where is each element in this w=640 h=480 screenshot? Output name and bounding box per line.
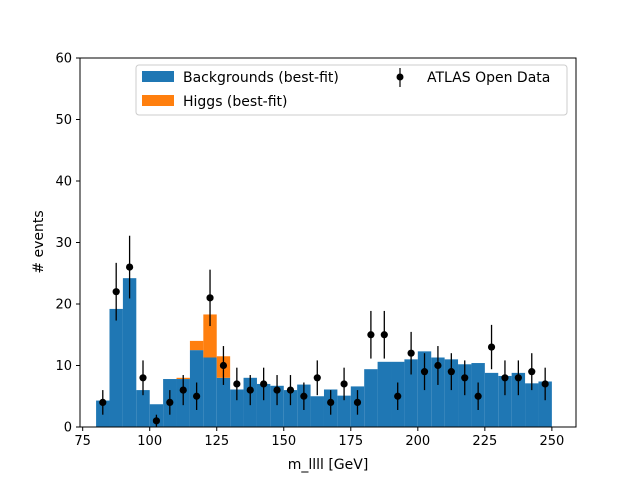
legend-marker-data xyxy=(396,68,404,87)
legend-label-data: ATLAS Open Data xyxy=(427,70,550,86)
background-bars xyxy=(96,278,552,427)
data-point xyxy=(152,417,161,425)
data-point xyxy=(286,386,295,394)
higgs-bar xyxy=(189,340,204,351)
background-bar xyxy=(511,372,526,427)
y-tick-label: 10 xyxy=(55,359,72,374)
background-bar xyxy=(377,361,392,427)
data-point xyxy=(487,343,496,351)
background-bar xyxy=(444,359,459,427)
data-point xyxy=(206,294,214,302)
legend: Backgrounds (best-fit) Higgs (best-fit) … xyxy=(135,64,568,116)
x-tick-label: 175 xyxy=(338,434,363,449)
data-point xyxy=(219,361,228,370)
y-tick-label: 0 xyxy=(64,421,72,436)
legend-swatch-backgrounds xyxy=(142,71,174,82)
x-axis-label: m_llll [GeV] xyxy=(288,457,369,473)
data-point xyxy=(112,288,120,296)
legend-swatch-higgs xyxy=(142,95,174,106)
data-point xyxy=(420,368,429,376)
data-point xyxy=(528,368,536,376)
x-tick-label: 75 xyxy=(74,434,91,449)
background-bar xyxy=(256,383,271,427)
data-point xyxy=(367,331,375,339)
background-bar xyxy=(136,390,150,427)
data-point xyxy=(380,331,388,339)
background-bar xyxy=(431,357,445,427)
data-point xyxy=(541,380,549,388)
data-point xyxy=(139,374,147,382)
background-bar xyxy=(310,396,324,427)
y-tick-label: 20 xyxy=(55,298,72,313)
data-point xyxy=(193,392,201,400)
data-point xyxy=(126,263,134,271)
data-point xyxy=(300,392,308,400)
data-point xyxy=(394,392,402,400)
x-tick-label: 250 xyxy=(539,434,564,449)
data-point xyxy=(514,374,522,382)
background-bar xyxy=(404,359,418,427)
data-point xyxy=(166,398,174,406)
data-point xyxy=(461,374,469,382)
data-point xyxy=(273,386,281,394)
background-bar xyxy=(525,383,539,427)
background-bar xyxy=(283,390,298,427)
legend-box xyxy=(135,64,568,116)
data-point xyxy=(434,361,442,370)
background-bar xyxy=(122,278,137,427)
background-bar xyxy=(230,389,244,427)
data-point xyxy=(407,349,415,357)
background-bar xyxy=(498,375,512,427)
legend-label-higgs: Higgs (best-fit) xyxy=(183,94,288,110)
background-bar xyxy=(364,369,378,427)
background-bar xyxy=(337,395,351,427)
x-tick-label: 225 xyxy=(472,434,497,449)
x-tick-label: 100 xyxy=(137,434,162,449)
data-point xyxy=(353,398,362,406)
y-axis-ticks: 0 10 20 30 40 50 60 xyxy=(55,52,80,436)
background-bar xyxy=(458,364,472,427)
background-bar xyxy=(109,308,123,427)
data-point xyxy=(447,368,455,376)
y-tick-label: 60 xyxy=(55,52,72,67)
y-tick-label: 30 xyxy=(55,236,72,251)
background-bar xyxy=(203,357,217,427)
data-point xyxy=(501,374,509,382)
background-bar xyxy=(538,381,552,427)
data-point xyxy=(474,392,482,400)
data-points xyxy=(99,235,549,427)
data-point xyxy=(313,374,321,382)
data-point xyxy=(327,398,335,406)
data-point xyxy=(340,380,348,388)
data-point xyxy=(246,386,254,394)
x-axis-ticks: 75 100 125 150 175 200 225 250 xyxy=(74,427,564,449)
data-point xyxy=(233,380,241,388)
y-tick-label: 40 xyxy=(55,175,72,190)
background-bar xyxy=(216,377,231,427)
data-point xyxy=(99,398,107,406)
background-bar xyxy=(484,372,499,427)
higgs-bar xyxy=(203,314,217,358)
higgs-bars xyxy=(176,314,231,380)
background-bar xyxy=(270,385,284,427)
data-point xyxy=(260,380,268,388)
y-tick-label: 50 xyxy=(55,113,72,128)
legend-label-backgrounds: Backgrounds (best-fit) xyxy=(183,70,339,86)
data-point xyxy=(179,386,187,394)
x-tick-label: 200 xyxy=(405,434,430,449)
y-axis-label: # events xyxy=(31,210,47,273)
x-tick-label: 125 xyxy=(204,434,229,449)
x-tick-label: 150 xyxy=(271,434,296,449)
